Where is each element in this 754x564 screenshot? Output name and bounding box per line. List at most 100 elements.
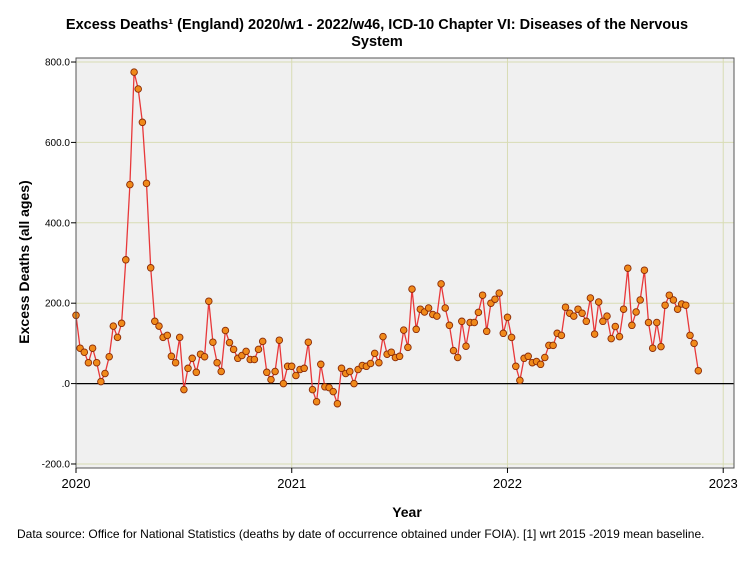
y-axis-ticks: -200.0 .0 200.0 400.0 600.0 800.0	[42, 58, 76, 470]
data-point	[611, 322, 620, 331]
data-point	[686, 331, 694, 340]
data-point	[599, 317, 607, 326]
data-point	[267, 375, 275, 384]
data-point	[470, 318, 479, 327]
vertical-gridlines	[291, 58, 724, 468]
data-point	[275, 336, 284, 344]
data-point	[541, 353, 549, 362]
data-point	[648, 344, 657, 352]
data-point	[134, 85, 142, 93]
data-point	[453, 353, 462, 362]
data-point	[88, 344, 97, 352]
data-point	[690, 339, 698, 348]
data-point	[636, 296, 644, 304]
data-point	[644, 318, 653, 327]
data-point	[375, 358, 383, 367]
data-point	[482, 327, 491, 336]
data-point	[578, 309, 586, 317]
data-point	[101, 369, 109, 378]
data-point	[84, 358, 93, 367]
data-point	[586, 294, 595, 302]
data-point	[682, 301, 690, 309]
data-point	[536, 360, 545, 369]
data-point	[590, 330, 599, 338]
data-point	[155, 322, 163, 330]
data-point	[615, 332, 624, 341]
data-point	[279, 379, 288, 388]
data-source-footnote: Data source: Office for National Statist…	[17, 527, 705, 541]
data-point	[412, 325, 420, 334]
data-point	[80, 348, 89, 356]
data-point	[661, 301, 669, 309]
y-tick-label: 400.0	[45, 218, 70, 229]
data-point	[117, 319, 126, 328]
data-point	[445, 321, 454, 330]
data-point	[570, 312, 578, 320]
data-point	[329, 387, 337, 396]
data-point	[225, 338, 234, 347]
data-point	[346, 367, 354, 376]
data-point	[437, 280, 445, 288]
data-point	[603, 312, 611, 320]
chart-title: Excess Deaths¹ (England) 2020/w1 - 2022/…	[0, 17, 754, 51]
data-point	[337, 364, 346, 373]
data-point	[167, 352, 176, 361]
data-point	[433, 312, 441, 320]
data-point	[292, 371, 300, 380]
data-point	[146, 264, 155, 272]
data-point	[105, 352, 113, 361]
data-point	[142, 179, 151, 188]
data-point	[478, 291, 487, 299]
data-point	[263, 368, 271, 377]
data-point	[229, 345, 238, 354]
chart-title-line-2: System	[351, 34, 403, 50]
data-point	[619, 305, 628, 313]
data-point	[300, 364, 308, 373]
data-point	[507, 333, 516, 342]
data-point	[491, 295, 499, 303]
data-point	[594, 298, 603, 306]
data-point	[250, 355, 259, 364]
data-point	[308, 385, 317, 394]
y-tick-label: 800.0	[45, 58, 70, 69]
data-point	[474, 308, 483, 317]
y-tick-label: -200.0	[42, 459, 71, 470]
data-point	[561, 303, 570, 311]
y-tick-label: .0	[62, 379, 71, 390]
data-point	[694, 366, 703, 375]
data-point	[424, 304, 433, 312]
data-point	[516, 376, 524, 385]
x-tick-label: 2020	[62, 476, 91, 491]
y-tick-label: 200.0	[45, 299, 70, 310]
data-point	[449, 346, 458, 355]
data-point	[130, 68, 138, 76]
data-point	[462, 342, 470, 350]
data-point	[92, 358, 101, 367]
y-tick-label: 600.0	[45, 138, 70, 149]
data-point	[184, 364, 192, 373]
data-point	[217, 367, 225, 376]
data-point	[669, 296, 678, 304]
data-point	[582, 317, 591, 326]
data-point	[333, 399, 342, 408]
data-point	[499, 329, 508, 338]
data-point	[287, 362, 296, 371]
data-point	[657, 342, 665, 351]
data-point	[632, 308, 640, 316]
data-point	[404, 343, 412, 352]
data-point	[557, 331, 566, 340]
data-point	[126, 180, 134, 189]
data-point	[122, 256, 130, 264]
data-point	[458, 317, 466, 326]
data-point	[387, 348, 396, 356]
data-point	[97, 377, 105, 386]
data-point	[408, 285, 416, 293]
horizontal-gridlines	[76, 61, 734, 465]
series-markers	[72, 68, 703, 408]
chart-title-line-1: Excess Deaths¹ (England) 2020/w1 - 2022/…	[65, 17, 689, 33]
data-point	[151, 317, 159, 326]
data-point	[624, 264, 632, 272]
data-point	[304, 338, 313, 346]
data-point	[512, 362, 520, 371]
